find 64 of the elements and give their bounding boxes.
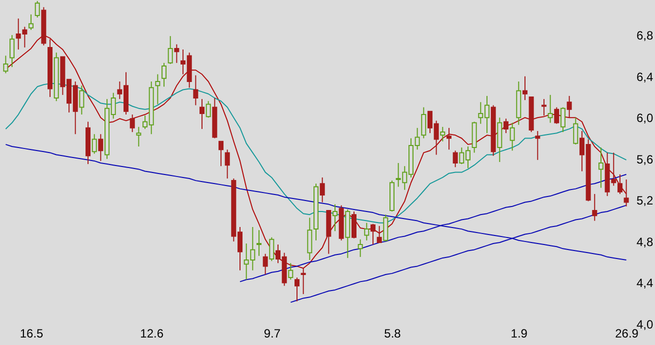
candlestick [174,44,180,64]
candlestick [351,211,356,239]
candlestick [79,85,84,116]
x-tick-label: 26.9 [615,326,639,340]
y-tick-label: 6,4 [636,70,654,84]
candlestick [294,277,300,302]
x-tick-label: 1.9 [510,326,528,340]
candlestick [288,262,294,280]
candlestick [300,268,306,295]
x-tick-label: 16.5 [20,326,44,340]
candlestick [370,223,376,246]
candlestick [3,55,8,74]
candlestick [598,147,604,188]
candlestick [358,238,363,258]
candlestick [218,140,224,167]
candlestick [332,204,338,232]
candlestick [224,149,230,179]
candlestick [624,179,629,207]
candlestick [92,134,97,154]
candlestick [541,98,546,116]
candlestick [162,62,167,88]
candlestick [28,14,34,30]
candlestick [421,106,426,139]
y-tick-label: 6,0 [636,111,654,126]
candlestick [98,134,104,162]
candlestick [522,76,528,101]
candlestick [256,230,262,256]
candlestick [155,74,160,105]
candlestick [320,176,325,203]
candlestick [452,150,458,168]
y-tick-label: 5,6 [636,152,654,166]
candlestick [193,74,198,106]
candlestick [554,106,560,124]
candlestick [440,126,446,142]
candlestick [503,118,508,134]
y-tick-label: 4,8 [636,234,654,249]
candlestick [535,130,540,160]
y-tick-label: 4,4 [636,276,654,290]
y-tick-label: 6,8 [636,28,654,43]
candlestick [307,217,312,261]
candlestick [560,106,566,133]
y-tick-label: 4,0 [636,318,654,332]
candlestick [548,94,553,124]
candlestick [168,36,173,64]
candlestick [136,126,142,148]
candlestick [446,127,452,150]
candlestick [383,214,388,242]
candlestick [130,114,135,133]
candlestick [566,95,572,118]
x-tick-label: 5.8 [384,326,402,340]
candlestick [364,222,370,241]
candlestick [510,122,515,152]
y-tick-label: 5,2 [636,194,654,208]
candlestick [269,236,274,262]
candlestick [376,225,382,243]
candlestick [206,100,211,118]
candlestick [200,98,205,130]
candlestick [10,34,15,68]
candlestick [262,253,268,275]
candlestick [573,117,578,145]
candlestick [592,193,598,222]
candlestick [617,174,622,194]
x-tick-label: 12.6 [140,326,164,340]
x-tick-label: 9.7 [264,326,281,340]
